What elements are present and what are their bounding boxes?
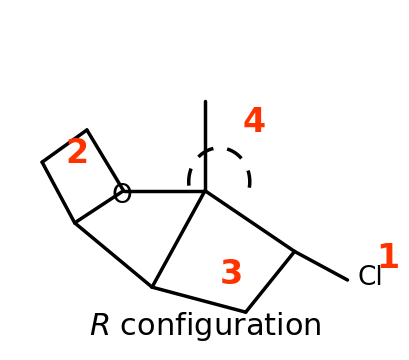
Text: 3: 3: [219, 258, 243, 291]
Text: $\mathit{R}$ configuration: $\mathit{R}$ configuration: [88, 310, 321, 343]
Text: 1: 1: [376, 242, 399, 275]
Text: O: O: [111, 183, 132, 209]
Text: Cl: Cl: [357, 265, 382, 291]
Text: 2: 2: [65, 137, 88, 170]
Text: 4: 4: [242, 106, 265, 139]
